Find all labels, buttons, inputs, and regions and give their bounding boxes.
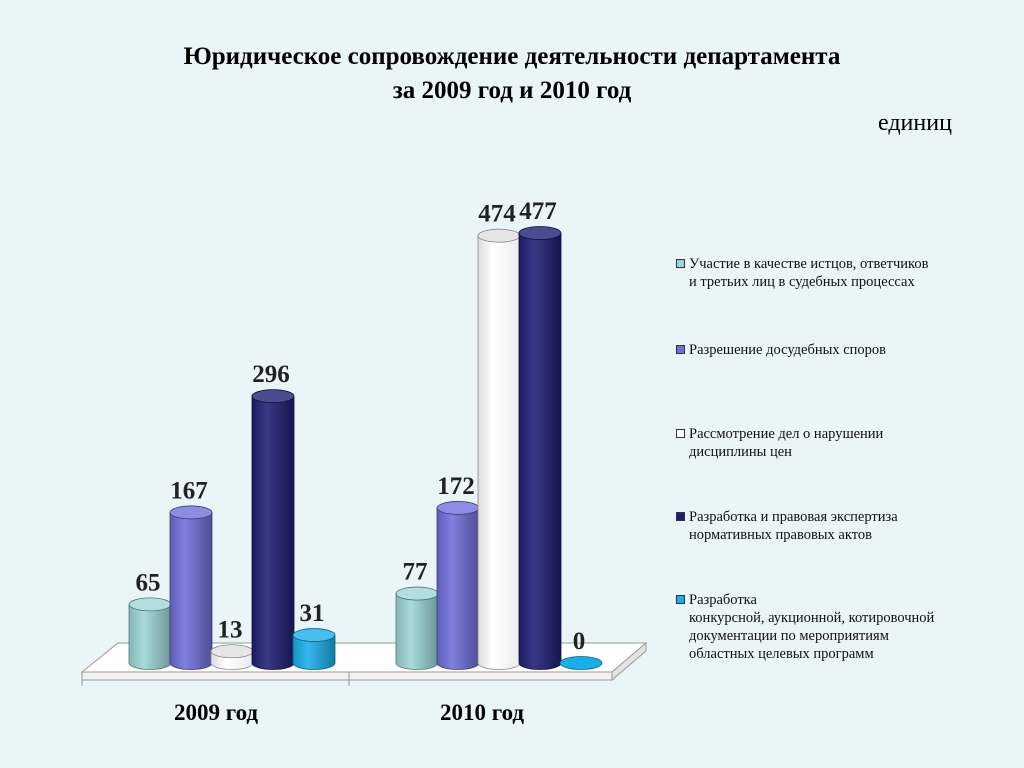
category-labels: 2009 год 2010 год: [174, 700, 524, 725]
bar-2010-год-series-5: 0: [559, 628, 603, 670]
bar-body: [128, 604, 172, 670]
bar-2010-год-series-3: 474: [477, 201, 521, 670]
bar-top: [518, 226, 562, 240]
bar-top: [477, 228, 521, 243]
legend-label-line: дисциплины цен: [689, 444, 792, 460]
legend-label-5: Разработка конкурсной, аукционной, котиро…: [689, 591, 986, 663]
legend-item-3: Рассмотрение дел о нарушении дисциплины ц…: [676, 425, 986, 461]
bar-body: [251, 395, 295, 670]
legend-label-line: Рассмотрение дел о нарушении: [689, 426, 884, 442]
data-label-2010-год-series-4: 477: [519, 198, 557, 225]
legend-label-line: Разрешение досудебных споров: [689, 342, 887, 358]
legend-label-2: Разрешение досудебных споров: [689, 341, 986, 359]
bar-top: [128, 597, 172, 612]
legend-swatch-5: [676, 595, 685, 604]
legend-swatch-3: [676, 429, 685, 438]
legend-label-line: конкурсной, аукционной, котировочной: [689, 610, 935, 626]
bar-body: [436, 507, 480, 670]
data-label-2009-год-series-3: 13: [218, 616, 243, 643]
bar-body: [395, 593, 439, 670]
bar-body: [518, 232, 562, 670]
bar-top: [436, 501, 480, 515]
floor-front: [81, 671, 613, 681]
legend-swatch-1: [676, 259, 685, 268]
data-label-2010-год-series-1: 77: [403, 559, 428, 586]
bar-2009-год-series-3: 13: [210, 616, 254, 670]
legend-item-1: Участие в качестве истцов, ответчиков и т…: [676, 255, 986, 291]
legend-label-line: областных целевых программ: [689, 646, 874, 662]
bar-2010-год-series-4: 477: [518, 198, 562, 670]
legend-label-4: Разработка и правовая экспертиза норматив…: [689, 508, 986, 544]
bar-top: [292, 628, 336, 642]
bar-2009-год-series-2: 167: [169, 477, 213, 670]
bar-top: [251, 389, 295, 404]
bar-top: [210, 644, 254, 659]
bar-2009-год-series-1: 65: [128, 569, 172, 670]
legend-label-line: и третьих лиц в судебных процессах: [689, 274, 915, 290]
category-label-2010-год: 2010 год: [440, 700, 524, 725]
bar-body: [169, 512, 213, 670]
bar-2010-год-series-2: 172: [436, 473, 480, 670]
legend-item-2: Разрешение досудебных споров: [676, 341, 986, 359]
data-label-2010-год-series-5: 0: [573, 628, 586, 655]
bar-2009-год-series-4: 296: [251, 361, 295, 670]
data-label-2010-год-series-2: 172: [437, 473, 475, 500]
data-label-2009-год-series-2: 167: [170, 477, 208, 504]
chart-title-line-2: за 2009 год и 2010 год: [392, 77, 632, 104]
legend-swatch-4: [676, 512, 685, 521]
legend-item-5: Разработка конкурсной, аукционной, котиро…: [676, 591, 986, 663]
bar-2010-год-series-1: 77: [395, 559, 439, 670]
data-label-2009-год-series-4: 296: [252, 361, 290, 388]
bar-top: [559, 656, 603, 670]
chart-bars: 65 167 13 296 31 77 172 474 477 0: [128, 198, 603, 670]
legend-label-line: Разработка и правовая экспертиза: [689, 509, 898, 525]
legend-label-line: Участие в качестве истцов, ответчиков: [689, 256, 929, 272]
units-label: единиц: [878, 110, 952, 136]
bar-top: [395, 586, 439, 601]
legend-label-line: нормативных правовых актов: [689, 527, 872, 543]
data-label-2009-год-series-1: 65: [136, 569, 161, 596]
legend-label-3: Рассмотрение дел о нарушении дисциплины ц…: [689, 425, 986, 461]
legend-label-line: Разработка: [689, 592, 757, 608]
bar-body: [477, 235, 521, 670]
legend-item-4: Разработка и правовая экспертиза норматив…: [676, 508, 986, 544]
data-label-2009-год-series-5: 31: [300, 600, 325, 627]
bar-2009-год-series-5: 31: [292, 600, 336, 670]
floor-side: [611, 641, 647, 682]
chart-title-line-1: Юридическое сопровождение деятельности д…: [183, 43, 841, 70]
bar-top: [169, 505, 213, 520]
legend-label-1: Участие в качестве истцов, ответчиков и т…: [689, 255, 986, 291]
legend-swatch-2: [676, 345, 685, 354]
bar-body: [292, 634, 336, 670]
legend-label-line: документации по мероприятиям: [689, 628, 889, 644]
category-label-2009-год: 2009 год: [174, 700, 258, 725]
data-label-2010-год-series-3: 474: [478, 201, 516, 228]
